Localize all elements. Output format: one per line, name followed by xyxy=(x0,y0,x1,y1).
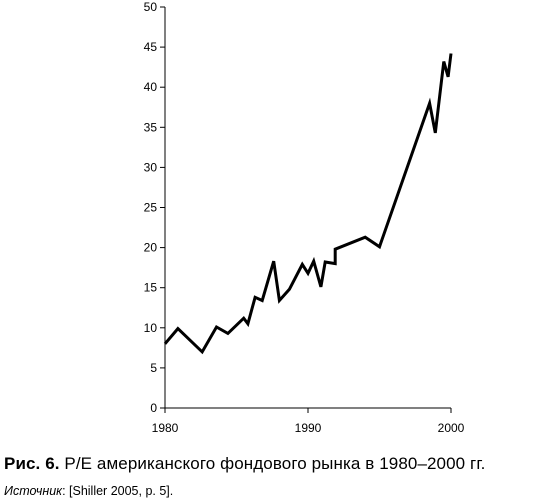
source-note: Источник: [Shiller 2005, p. 5]. xyxy=(4,484,173,498)
y-tick-label: 40 xyxy=(144,80,158,94)
pe-ratio-line xyxy=(163,53,453,355)
y-tick-label: 5 xyxy=(150,361,157,375)
source-text: : [Shiller 2005, p. 5]. xyxy=(62,484,174,498)
x-tick-label: 2000 xyxy=(438,421,465,435)
figure-caption: Рис. 6. P/E американского фондового рынк… xyxy=(4,454,485,474)
figure-number: Рис. 6. xyxy=(4,454,60,473)
y-tick-label: 45 xyxy=(144,40,158,54)
y-tick-label: 50 xyxy=(144,0,158,14)
y-tick-label: 15 xyxy=(144,281,158,295)
pe-line-chart: 0 5 10 15 20 25 30 35 40 45 50 1980 1990 2000 xyxy=(144,0,465,435)
y-tick-label: 25 xyxy=(144,201,158,215)
figure-caption-text: P/E американского фондового рынка в 1980… xyxy=(64,454,486,473)
x-tick-label: 1980 xyxy=(152,421,179,435)
y-tick-label: 35 xyxy=(144,120,158,134)
y-tick-label: 0 xyxy=(150,401,157,415)
y-tick-label: 30 xyxy=(144,160,158,174)
chart-axes xyxy=(164,7,451,409)
x-axis-ticks: 1980 1990 2000 xyxy=(152,408,465,435)
y-tick-label: 10 xyxy=(144,321,158,335)
series-group xyxy=(163,53,453,355)
source-label: Источник xyxy=(4,484,63,498)
y-axis-ticks: 0 5 10 15 20 25 30 35 40 45 50 xyxy=(144,0,165,415)
y-tick-label: 20 xyxy=(144,241,158,255)
x-tick-label: 1990 xyxy=(295,421,322,435)
